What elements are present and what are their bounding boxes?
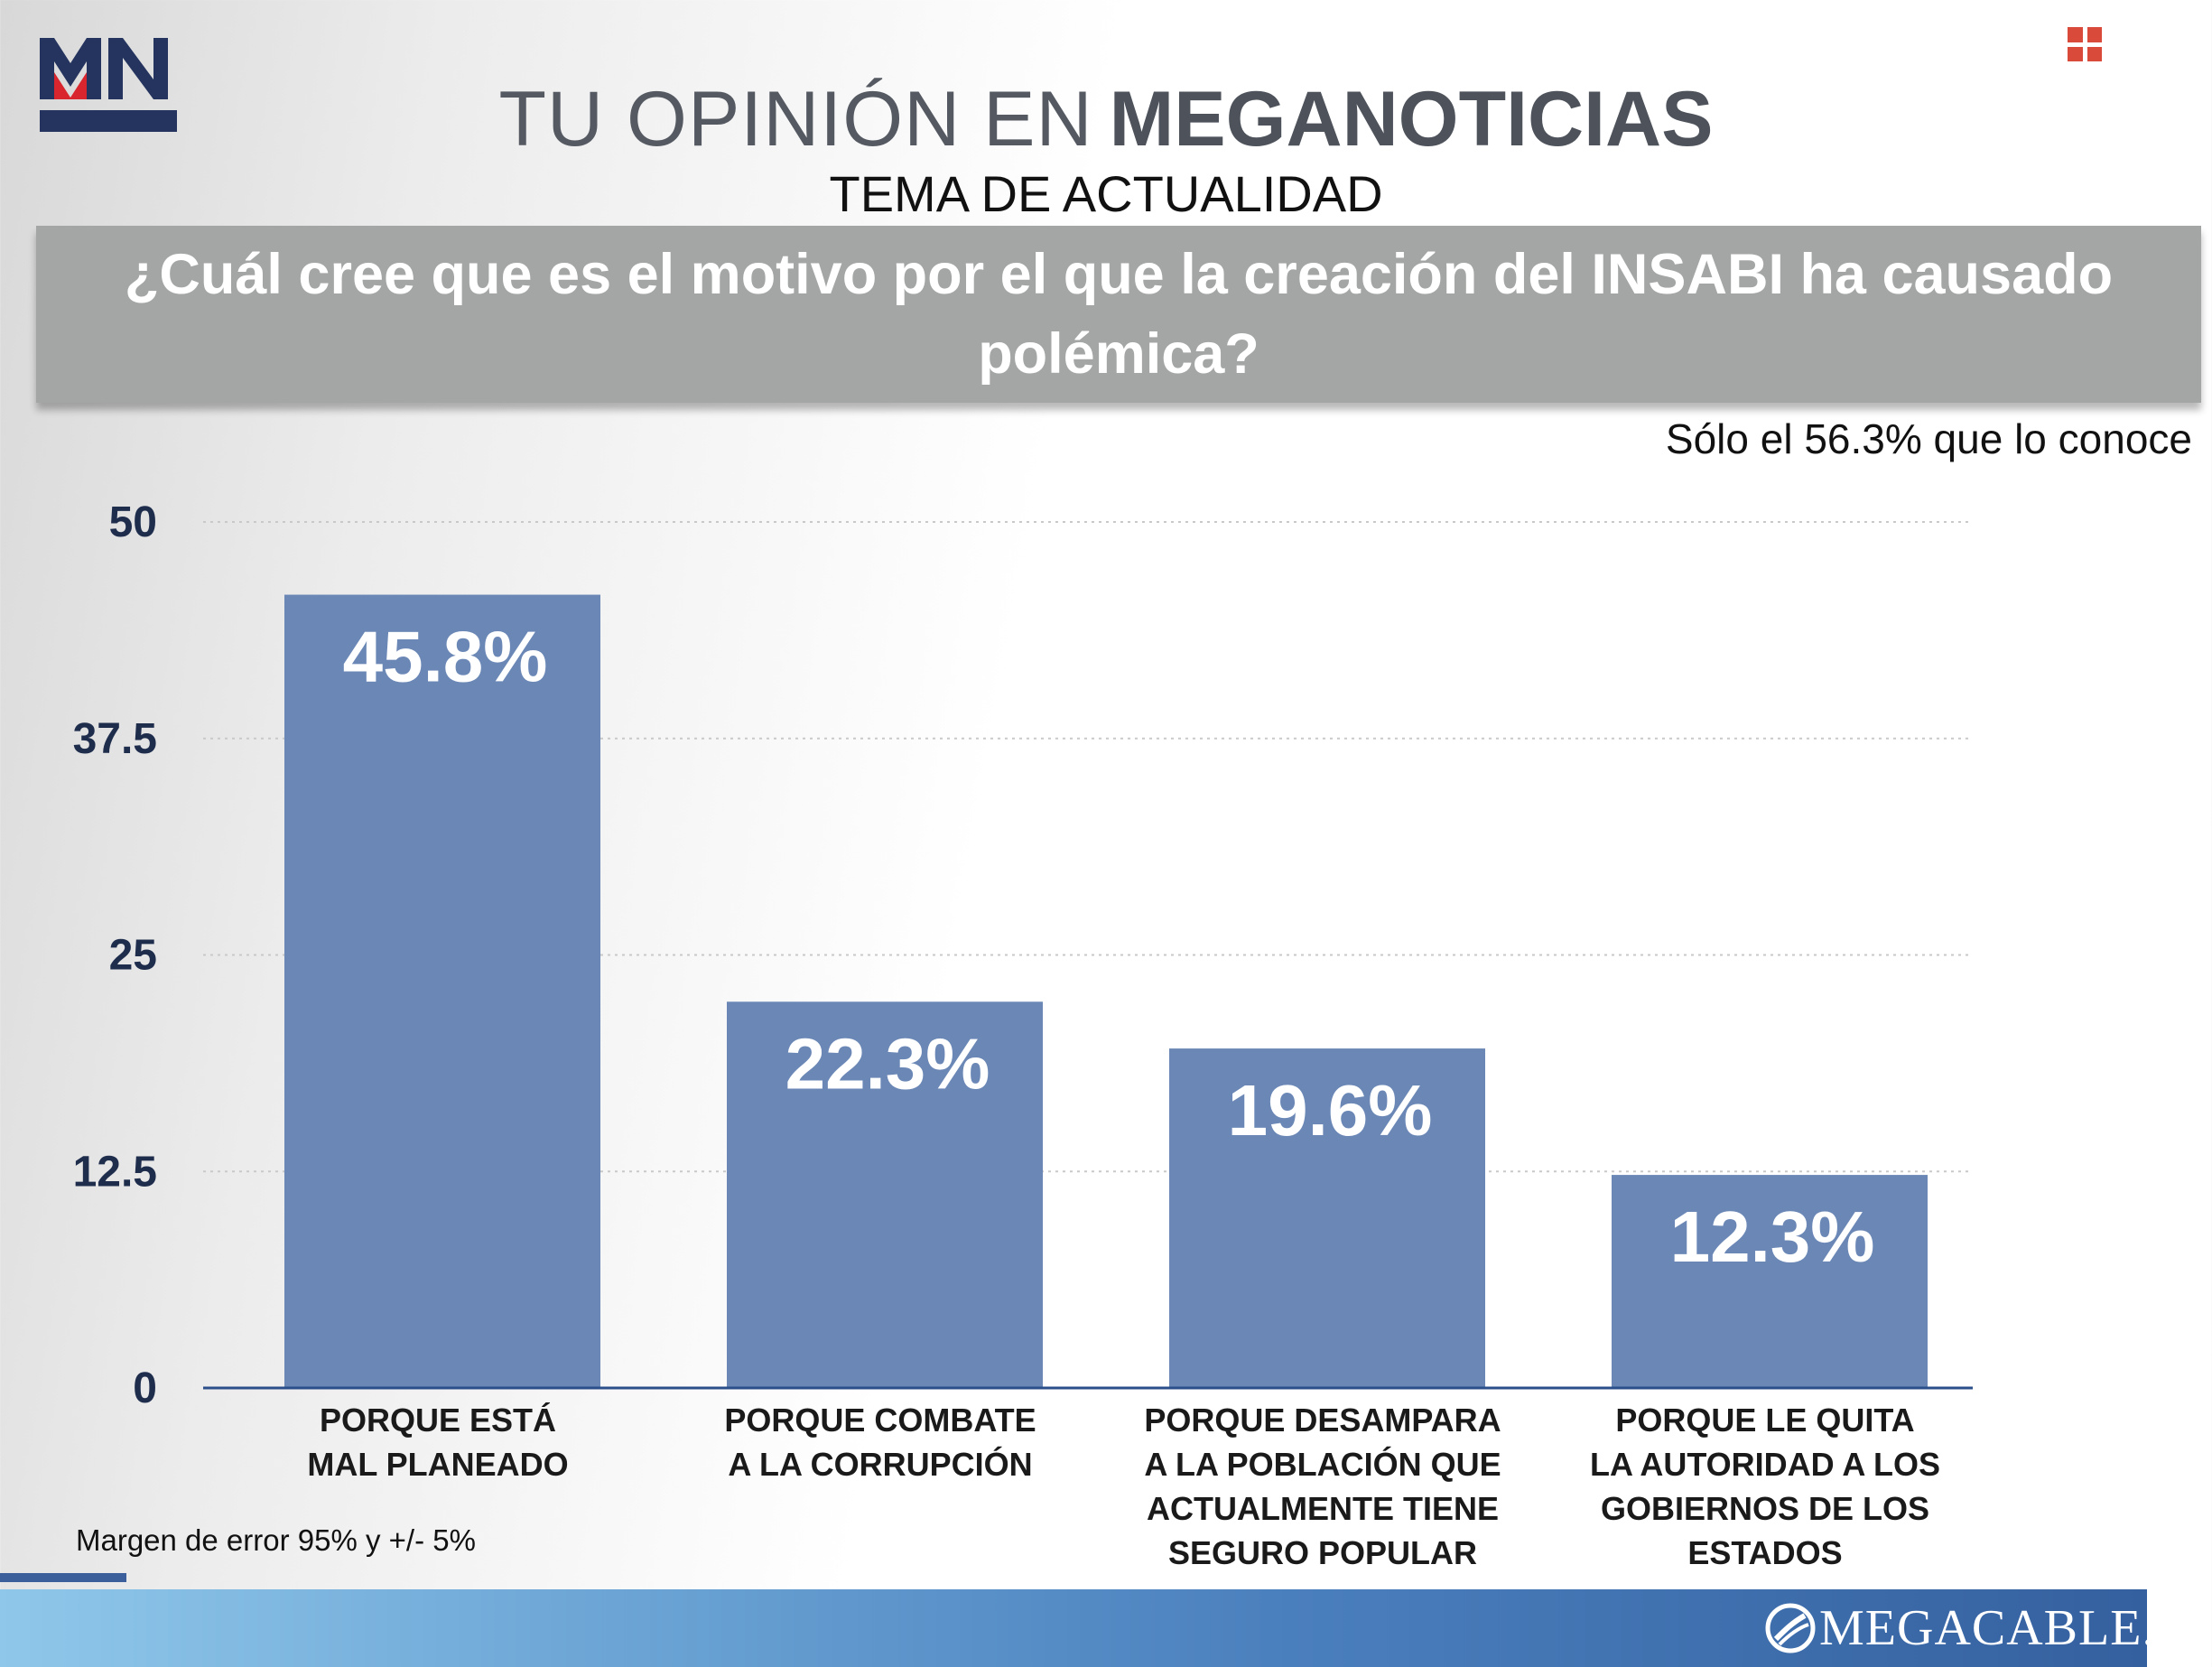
title-light-text: TU OPINIÓN EN: [498, 76, 1093, 163]
megacable-brand: MEGACABLE.: [1765, 1595, 2155, 1662]
bar-value-label: 19.6%: [1228, 1070, 1433, 1150]
y-tick-label: 37.5: [73, 715, 157, 763]
y-tick-label: 12.5: [73, 1148, 157, 1196]
category-label: ACTUALMENTE TIENE: [1147, 1490, 1499, 1527]
bar-value-label: 22.3%: [785, 1023, 990, 1104]
page-title: TU OPINIÓN EN MEGANOTICIAS: [0, 74, 2212, 164]
category-label: ESTADOS: [1687, 1534, 1842, 1571]
error-margin-note: Margen de error 95% y +/- 5%: [76, 1523, 476, 1557]
category-label: MAL PLANEADO: [307, 1446, 568, 1483]
bar-value-label: 12.3%: [1670, 1197, 1875, 1277]
meganoticias-logo: [40, 38, 177, 132]
bar: [727, 1001, 1043, 1388]
megacable-logo-icon: [1765, 1603, 1816, 1653]
title-bold-text: MEGANOTICIAS: [1109, 76, 1714, 163]
question-banner: ¿Cuál cree que es el motivo por el que l…: [36, 226, 2201, 403]
question-text: ¿Cuál cree que es el motivo por el que l…: [124, 243, 2114, 386]
category-label: SEGURO POPULAR: [1168, 1534, 1477, 1571]
category-label: LA AUTORIDAD A LOS: [1590, 1446, 1940, 1483]
y-tick-label: 25: [109, 932, 157, 980]
bar: [1169, 1048, 1485, 1388]
page-subtitle: TEMA DE ACTUALIDAD: [829, 165, 1383, 222]
category-label: PORQUE DESAMPARA: [1144, 1402, 1501, 1439]
sample-note: Sólo el 56.3% que lo conoce: [1665, 415, 2192, 462]
category-label: PORQUE LE QUITA: [1615, 1402, 1914, 1439]
category-label: PORQUE COMBATE: [724, 1402, 1036, 1439]
y-tick-label: 50: [109, 498, 157, 546]
category-label: A LA CORRUPCIÓN: [728, 1445, 1032, 1483]
category-label: PORQUE ESTÁ: [320, 1402, 556, 1439]
y-tick-label: 0: [133, 1364, 157, 1412]
bar: [1612, 1175, 1928, 1388]
bar: [284, 594, 600, 1388]
category-label: A LA POBLACIÓN QUE: [1144, 1445, 1501, 1483]
footer-accent-strip: [0, 1573, 126, 1582]
bar-value-label: 45.8%: [343, 617, 548, 697]
category-label: GOBIERNOS DE LOS: [1601, 1490, 1929, 1527]
brand-name: MEGACABLE.: [1819, 1600, 2156, 1656]
grid-icon: [2068, 27, 2102, 61]
